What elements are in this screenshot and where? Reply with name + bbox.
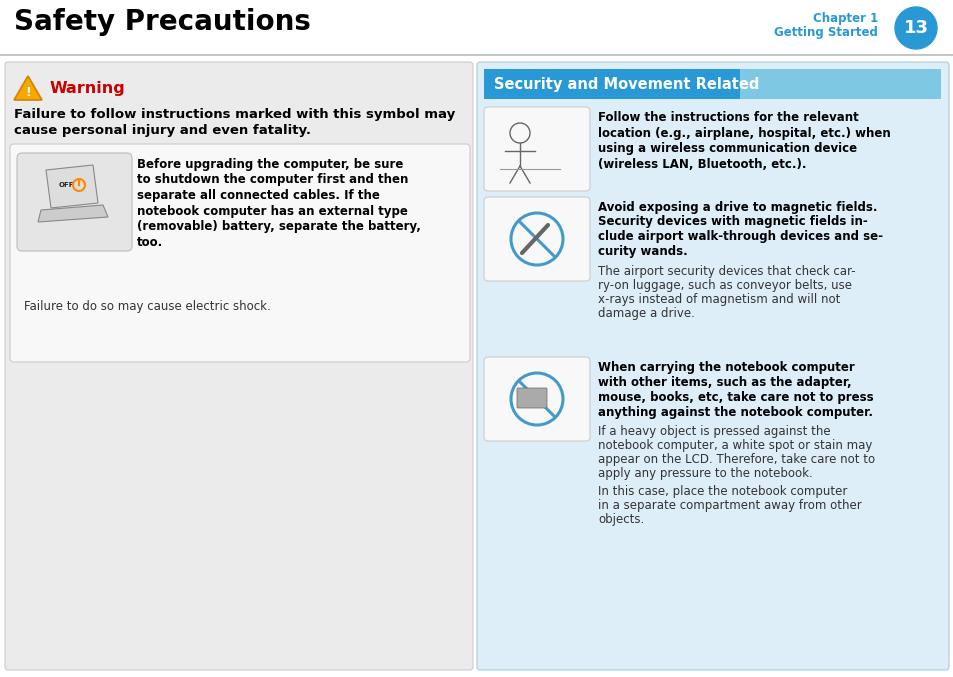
FancyBboxPatch shape <box>517 388 546 408</box>
FancyBboxPatch shape <box>483 69 740 99</box>
Text: Before upgrading the computer, be sure: Before upgrading the computer, be sure <box>137 158 403 171</box>
Text: clude airport walk-through devices and se-: clude airport walk-through devices and s… <box>598 230 882 243</box>
Text: Security devices with magnetic fields in-: Security devices with magnetic fields in… <box>598 215 867 229</box>
Polygon shape <box>46 165 98 208</box>
Text: Security and Movement Related: Security and Movement Related <box>494 77 759 91</box>
Text: objects.: objects. <box>598 513 643 526</box>
Text: Warning: Warning <box>50 81 126 95</box>
Polygon shape <box>14 76 42 100</box>
FancyBboxPatch shape <box>476 62 948 670</box>
Text: using a wireless communication device: using a wireless communication device <box>598 142 856 155</box>
Text: When carrying the notebook computer: When carrying the notebook computer <box>598 361 854 374</box>
Text: 13: 13 <box>902 19 927 37</box>
Text: notebook computer, a white spot or stain may: notebook computer, a white spot or stain… <box>598 439 871 452</box>
Text: If a heavy object is pressed against the: If a heavy object is pressed against the <box>598 425 830 438</box>
Polygon shape <box>38 205 108 222</box>
Text: apply any pressure to the notebook.: apply any pressure to the notebook. <box>598 467 812 480</box>
Text: Avoid exposing a drive to magnetic fields.: Avoid exposing a drive to magnetic field… <box>598 201 877 214</box>
Text: In this case, place the notebook computer: In this case, place the notebook compute… <box>598 485 846 498</box>
Text: appear on the LCD. Therefore, take care not to: appear on the LCD. Therefore, take care … <box>598 453 874 466</box>
FancyBboxPatch shape <box>10 144 470 362</box>
Text: too.: too. <box>137 236 163 248</box>
FancyBboxPatch shape <box>483 197 589 281</box>
Text: Failure to follow instructions marked with this symbol may: Failure to follow instructions marked wi… <box>14 108 455 121</box>
FancyBboxPatch shape <box>5 62 473 670</box>
Text: Failure to do so may cause electric shock.: Failure to do so may cause electric shoc… <box>24 300 271 313</box>
FancyBboxPatch shape <box>483 107 589 191</box>
Text: damage a drive.: damage a drive. <box>598 307 694 320</box>
FancyBboxPatch shape <box>483 357 589 441</box>
FancyBboxPatch shape <box>17 153 132 251</box>
Text: (wireless LAN, Bluetooth, etc.).: (wireless LAN, Bluetooth, etc.). <box>598 158 805 171</box>
Text: Safety Precautions: Safety Precautions <box>14 8 311 36</box>
Text: to shutdown the computer first and then: to shutdown the computer first and then <box>137 173 408 186</box>
Text: notebook computer has an external type: notebook computer has an external type <box>137 204 408 217</box>
Text: Follow the instructions for the relevant: Follow the instructions for the relevant <box>598 111 858 124</box>
Text: x-rays instead of magnetism and will not: x-rays instead of magnetism and will not <box>598 293 840 306</box>
Text: The airport security devices that check car-: The airport security devices that check … <box>598 265 855 278</box>
Text: in a separate compartment away from other: in a separate compartment away from othe… <box>598 499 861 512</box>
Text: mouse, books, etc, take care not to press: mouse, books, etc, take care not to pres… <box>598 391 873 404</box>
Text: !: ! <box>25 87 30 100</box>
Text: ry-on luggage, such as conveyor belts, use: ry-on luggage, such as conveyor belts, u… <box>598 279 851 292</box>
Text: separate all connected cables. If the: separate all connected cables. If the <box>137 189 379 202</box>
Text: location (e.g., airplane, hospital, etc.) when: location (e.g., airplane, hospital, etc.… <box>598 127 890 139</box>
Circle shape <box>894 7 936 49</box>
FancyBboxPatch shape <box>740 69 940 99</box>
Text: curity wands.: curity wands. <box>598 244 687 257</box>
Text: Getting Started: Getting Started <box>773 26 877 39</box>
Text: Chapter 1: Chapter 1 <box>812 12 877 25</box>
Text: cause personal injury and even fatality.: cause personal injury and even fatality. <box>14 124 311 137</box>
Text: (removable) battery, separate the battery,: (removable) battery, separate the batter… <box>137 220 420 233</box>
Text: with other items, such as the adapter,: with other items, such as the adapter, <box>598 376 851 389</box>
Text: anything against the notebook computer.: anything against the notebook computer. <box>598 406 872 419</box>
Text: OFF: OFF <box>58 182 73 188</box>
